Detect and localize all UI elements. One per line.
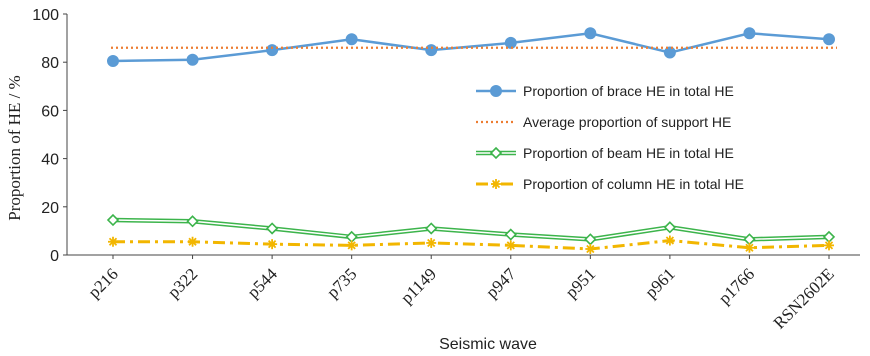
data-point (425, 44, 438, 57)
data-point (265, 222, 279, 235)
x-tick-label: p544 (243, 264, 281, 302)
data-point (106, 213, 120, 227)
data-point (267, 239, 278, 250)
x-tick-label: p1149 (397, 264, 440, 307)
legend-label: Proportion of brace HE in total HE (523, 83, 734, 99)
series-line (113, 239, 830, 251)
series-3 (108, 235, 834, 254)
y-tick-label: 80 (41, 55, 59, 72)
data-point (426, 237, 437, 248)
data-point (505, 240, 516, 251)
data-point (663, 46, 676, 59)
y-axis-label: Proportion of HE / % (5, 75, 24, 220)
legend-item: Average proportion of support HE (476, 114, 731, 130)
data-point (504, 228, 517, 241)
axes (66, 14, 860, 256)
data-point (108, 236, 118, 247)
data-point (266, 44, 279, 57)
data-point (664, 235, 675, 246)
data-point (663, 221, 677, 234)
x-tick-label: p735 (323, 264, 360, 301)
legend-label: Proportion of beam HE in total HE (523, 145, 734, 161)
data-point (491, 179, 501, 189)
data-point (585, 243, 596, 254)
legend-item: Proportion of brace HE in total HE (476, 83, 734, 99)
legend-label: Proportion of column HE in total HE (523, 176, 744, 192)
series-line-outer (112, 217, 830, 242)
y-tick-label: 40 (41, 152, 59, 169)
data-point (489, 146, 503, 160)
y-tick-label: 20 (41, 200, 59, 217)
series-2 (106, 213, 836, 246)
x-tick-label: p951 (562, 264, 599, 301)
x-ticks: p216 p322 p544 p735 p1149 p947 p951 p961 p1766 RS… (84, 255, 838, 333)
y-tick-label: 100 (32, 7, 59, 24)
data-point (490, 85, 502, 97)
x-tick-label: p216 (84, 264, 121, 301)
x-tick-label: p947 (482, 264, 520, 302)
x-tick-label: RSN2602E (770, 264, 838, 332)
y-ticks: 0 20 40 60 80 100 (32, 7, 67, 265)
data-point (824, 240, 834, 251)
x-tick-label: p322 (164, 264, 201, 301)
data-point (346, 240, 357, 251)
data-point (186, 53, 199, 66)
series-line-inner (112, 219, 830, 241)
x-axis-label: Seismic wave (439, 336, 537, 353)
data-point (107, 54, 119, 67)
data-point (584, 233, 597, 246)
legend-label: Average proportion of support HE (523, 114, 731, 130)
legend-item: Proportion of column HE in total HE (476, 176, 744, 192)
data-point (584, 27, 597, 40)
series-0 (107, 27, 835, 67)
data-point (504, 36, 517, 49)
x-tick-label: p1766 (715, 264, 758, 307)
data-point (744, 242, 755, 253)
data-point (823, 33, 835, 46)
series-layer (106, 27, 837, 254)
series-line (112, 32, 830, 63)
data-point (345, 33, 358, 46)
x-tick-label: p961 (641, 264, 678, 301)
data-point (743, 27, 756, 40)
legend: Proportion of brace HE in total HE Averag… (476, 83, 744, 192)
y-tick-label: 60 (41, 103, 59, 120)
data-point (425, 222, 438, 235)
data-point (186, 215, 199, 228)
data-point (187, 236, 198, 247)
y-tick-label: 0 (50, 248, 59, 265)
legend-item: Proportion of beam HE in total HE (476, 145, 734, 161)
